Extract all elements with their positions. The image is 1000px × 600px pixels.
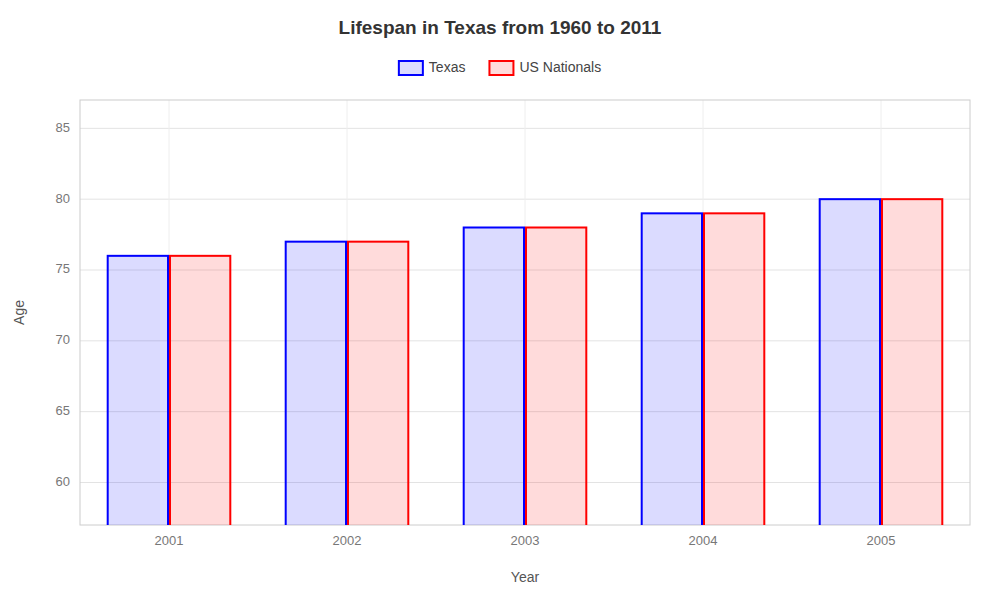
y-tick-label: 80 bbox=[56, 191, 70, 206]
bar bbox=[286, 242, 346, 525]
legend-label: Texas bbox=[429, 59, 466, 75]
x-tick-label: 2005 bbox=[867, 533, 896, 548]
bar bbox=[464, 228, 524, 526]
bar bbox=[108, 256, 168, 525]
bar bbox=[526, 228, 586, 526]
y-tick-label: 85 bbox=[56, 120, 70, 135]
legend-item: US Nationals bbox=[489, 59, 601, 75]
x-tick-label: 2004 bbox=[689, 533, 718, 548]
x-axis-label: Year bbox=[511, 569, 540, 585]
title: Lifespan in Texas from 1960 to 2011 bbox=[339, 17, 662, 38]
legend-swatch bbox=[489, 61, 513, 75]
y-axis-label: Age bbox=[11, 300, 27, 325]
x-tick-label: 2002 bbox=[333, 533, 362, 548]
legend-label: US Nationals bbox=[519, 59, 601, 75]
legend: Texas US Nationals bbox=[399, 59, 601, 75]
bar bbox=[642, 213, 702, 525]
bars bbox=[108, 199, 943, 525]
bar bbox=[820, 199, 880, 525]
chart-container: 60 65 70 75 80 85 2001 2002 2003 2004 2005 Year Age L… bbox=[0, 0, 1000, 600]
x-tick-label: 2001 bbox=[155, 533, 184, 548]
x-tick-label: 2003 bbox=[511, 533, 540, 548]
y-tick-label: 70 bbox=[56, 332, 70, 347]
chart: 60 65 70 75 80 85 2001 2002 2003 2004 2005 Year Age L… bbox=[0, 0, 1000, 600]
y-tick-label: 75 bbox=[56, 261, 70, 276]
legend-swatch bbox=[399, 61, 423, 75]
y-tick-label: 65 bbox=[56, 403, 70, 418]
y-tick-label: 60 bbox=[56, 474, 70, 489]
y-axis: 60 65 70 75 80 85 bbox=[56, 120, 70, 489]
bar bbox=[348, 242, 408, 525]
x-axis: 2001 2002 2003 2004 2005 bbox=[155, 533, 896, 548]
bar bbox=[704, 213, 764, 525]
legend-item: Texas bbox=[399, 59, 466, 75]
bar bbox=[170, 256, 230, 525]
bar bbox=[882, 199, 942, 525]
